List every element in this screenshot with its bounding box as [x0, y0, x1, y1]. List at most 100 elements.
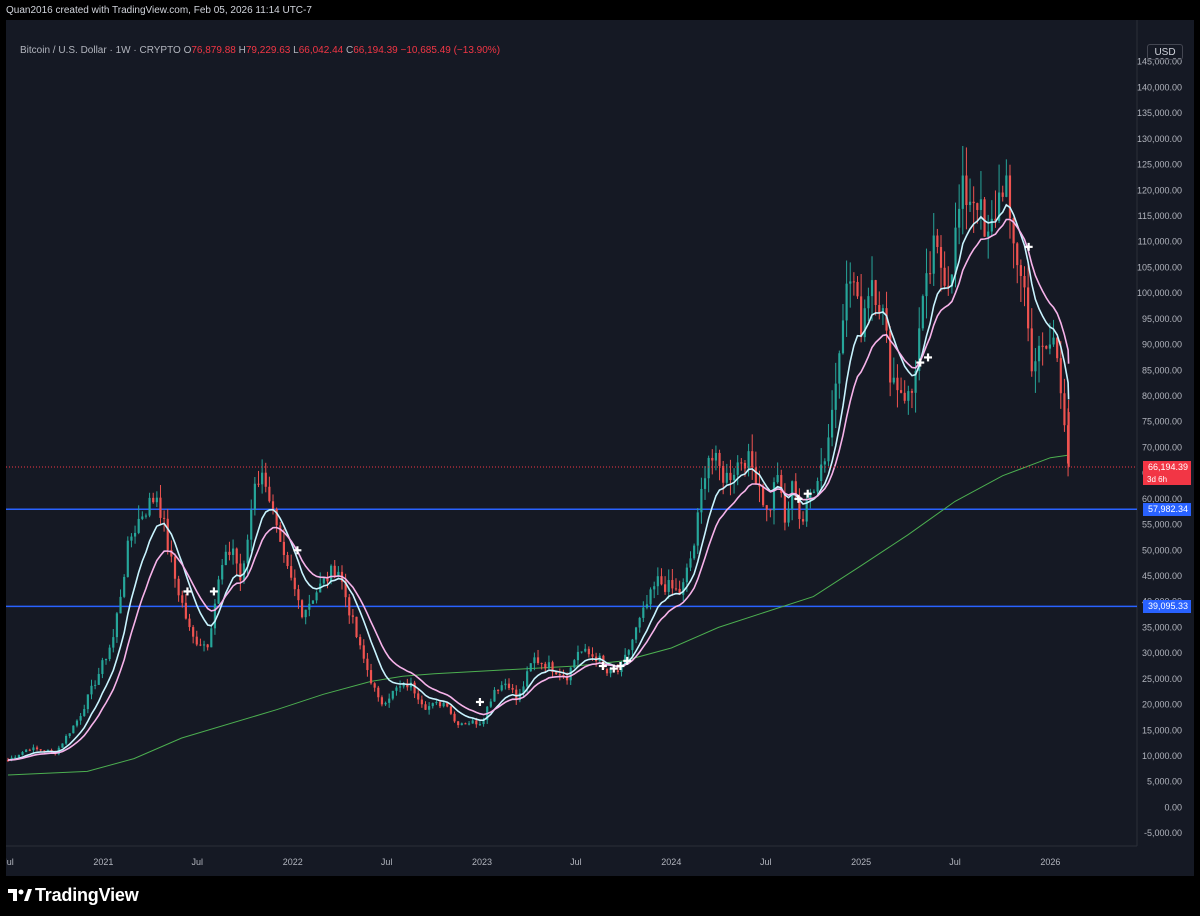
candle [86, 694, 89, 714]
candle [562, 669, 565, 679]
candle-body [787, 508, 790, 523]
y-tick-label: 55,000.00 [1142, 520, 1182, 530]
candle [199, 638, 202, 647]
candle [184, 593, 187, 620]
candle-body [979, 199, 983, 211]
candle [958, 184, 961, 245]
candle-body [783, 492, 786, 523]
candle-body [780, 475, 783, 493]
candle-body [21, 752, 24, 755]
level-upper-tag: 57,982.34 [1143, 502, 1191, 516]
change-value: −10,685.49 (−13.90%) [400, 45, 501, 56]
y-tick-label: 20,000.00 [1142, 700, 1182, 710]
candle-body [860, 296, 863, 338]
candle [522, 681, 525, 698]
candle-body [740, 462, 743, 464]
low-value: 66,042.44 [298, 45, 344, 56]
candle [424, 701, 427, 710]
candle [914, 360, 917, 413]
candle [1056, 337, 1059, 363]
candle [279, 522, 282, 542]
candle-body [413, 682, 416, 694]
x-tick-label: Jul [381, 857, 393, 867]
x-tick-label: 2023 [472, 857, 492, 867]
candle [431, 702, 434, 709]
candle [97, 667, 100, 686]
candle-body [711, 457, 714, 461]
candle [130, 533, 133, 548]
candle [932, 213, 935, 286]
candle-body [968, 201, 972, 206]
candle-body [137, 518, 140, 533]
candle [35, 745, 39, 751]
candle-body [144, 515, 148, 517]
candle-body [801, 519, 805, 522]
currency-selector[interactable]: USD [1147, 44, 1183, 60]
candle-body [664, 584, 667, 592]
candle-body [395, 687, 398, 691]
y-tick-label: 130,000.00 [1137, 134, 1182, 144]
candle [90, 679, 93, 700]
candle [304, 609, 307, 625]
candle [239, 553, 242, 591]
candle [380, 695, 384, 707]
chart-area[interactable]: -5,000.00 0.00 5,000.00 10,000.00 15,000.00 2… [6, 20, 1194, 876]
candle-body [518, 693, 521, 701]
candle [1012, 217, 1015, 269]
candle-body [1027, 287, 1030, 329]
cross-marker [1024, 242, 1033, 251]
candle-body [453, 713, 456, 722]
candle-body [526, 671, 529, 687]
candle-body [184, 602, 187, 619]
candle-body [609, 668, 612, 674]
y-tick-label: 60,000.00 [1142, 494, 1182, 504]
candle [968, 178, 972, 212]
candle-body [355, 616, 358, 638]
candle [21, 751, 24, 756]
candle-body [547, 662, 551, 669]
candle [308, 594, 311, 617]
candle-body [878, 305, 881, 314]
candle [820, 448, 823, 489]
candle [1059, 340, 1062, 409]
cross-marker [794, 494, 803, 503]
candle-body [166, 518, 169, 550]
candle-body [983, 199, 986, 237]
x-tick-label: 2026 [1040, 857, 1060, 867]
candle [1030, 308, 1033, 377]
candle-body [72, 725, 75, 734]
candle-body [751, 451, 754, 468]
candle [391, 690, 394, 701]
candle-body [653, 586, 656, 590]
candle-body [1059, 358, 1062, 394]
candle [776, 462, 779, 484]
candle [787, 501, 790, 527]
candle [736, 455, 739, 486]
candle-body [562, 674, 565, 676]
x-tick-label: 2021 [93, 857, 113, 867]
candle [435, 699, 438, 706]
candle [61, 743, 64, 748]
y-tick-label: 100,000.00 [1137, 288, 1182, 298]
candle [816, 477, 819, 496]
candle-body [362, 645, 365, 659]
candle-body [79, 716, 82, 721]
candle [965, 147, 968, 230]
candle-body [344, 581, 347, 598]
symbol-title: Bitcoin / U.S. Dollar · 1W · CRYPTO [20, 45, 181, 56]
candle [257, 470, 260, 488]
candle-body [725, 472, 728, 483]
candle [918, 307, 921, 381]
candle-body [1023, 275, 1026, 288]
candle-body [852, 281, 855, 283]
candle-body [700, 488, 703, 513]
candle [929, 251, 932, 284]
price-chart[interactable]: -5,000.00 0.00 5,000.00 10,000.00 15,000.00 2… [6, 20, 1194, 876]
candle-body [86, 694, 89, 710]
candle [126, 536, 129, 578]
candle-countdown: 3d 6h [1143, 473, 1191, 485]
candle [271, 494, 275, 515]
candle [159, 485, 162, 525]
y-tick-label: 30,000.00 [1142, 648, 1182, 658]
cross-marker [616, 662, 625, 670]
